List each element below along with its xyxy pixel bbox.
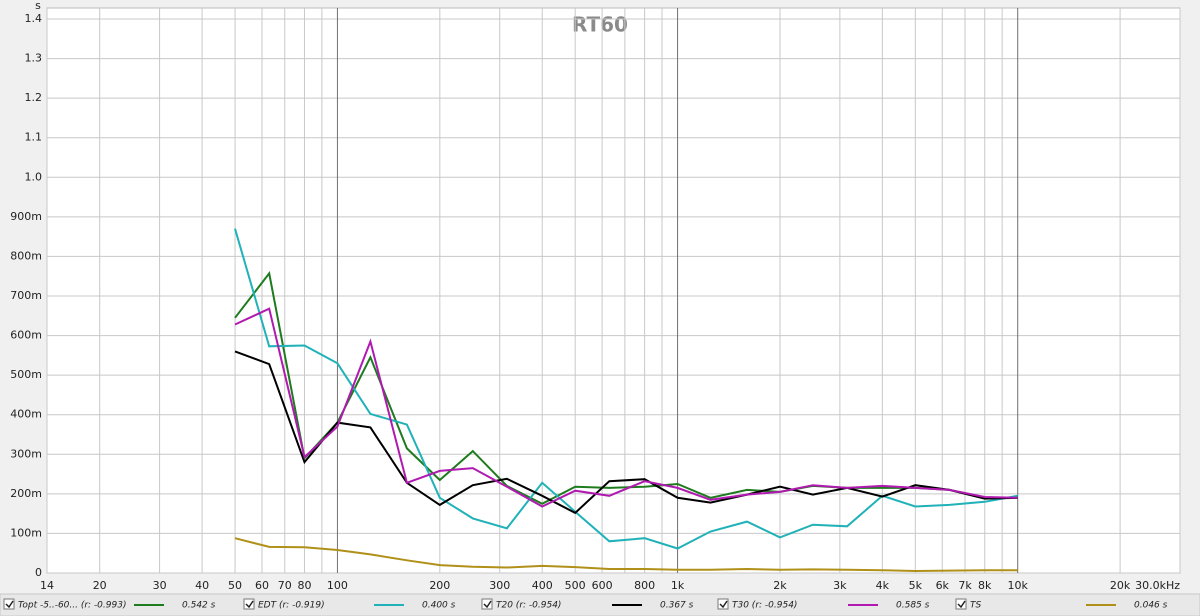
x-tick-label: 300 [489, 579, 510, 592]
x-tick-label: 500 [565, 579, 586, 592]
x-tick-label: 30.0kHz [1135, 579, 1180, 592]
legend-name: T20 (r: -0.954) [496, 601, 561, 611]
legend-name: Topt -5..-60... (r: -0.993) [18, 601, 126, 611]
x-tick-label: 4k [876, 579, 890, 592]
legend-value: 0.542 s [182, 601, 216, 611]
x-tick-label: 80 [297, 579, 311, 592]
y-tick-label: 300m [10, 447, 42, 460]
x-tick-label: 8k [978, 579, 992, 592]
y-tick-label: 700m [10, 289, 42, 302]
x-tick-label: 600 [592, 579, 613, 592]
legend-checkbox[interactable] [717, 598, 729, 610]
x-tick-label: 7k [958, 579, 972, 592]
y-tick-label: 1.4 [25, 12, 43, 25]
y-tick-label: 200m [10, 487, 42, 500]
legend-checkbox[interactable] [955, 598, 967, 610]
legend-check [245, 600, 254, 609]
grid [46, 8, 1181, 574]
legend-name: TS [970, 601, 981, 611]
x-tick-label: 60 [255, 579, 269, 592]
x-tick-label: 6k [936, 579, 950, 592]
legend-check [5, 600, 14, 609]
x-tick-label: 40 [195, 579, 209, 592]
x-tick-label: 14 [40, 579, 54, 592]
x-tick-label: 20k [1110, 579, 1131, 592]
legend-bar [0, 593, 1200, 616]
chart-title: RT60 [572, 13, 628, 37]
x-tick-label: 20 [93, 579, 107, 592]
x-tick-label: 3k [833, 579, 847, 592]
y-tick-label: 500m [10, 368, 42, 381]
legend-check [483, 600, 492, 609]
legend-check [719, 600, 728, 609]
x-tick-label: 200 [429, 579, 450, 592]
y-tick-label: 900m [10, 210, 42, 223]
y-tick-label: 800m [10, 249, 42, 262]
x-tick-label: 50 [228, 579, 242, 592]
x-tick-label: 5k [909, 579, 923, 592]
legend-checkbox[interactable] [481, 598, 493, 610]
legend-checkbox[interactable] [243, 598, 255, 610]
legend-name: EDT (r: -0.919) [258, 601, 325, 611]
y-tick-label: 1.1 [25, 131, 43, 144]
y-tick-label: 100m [10, 526, 42, 539]
x-tick-label: 100 [327, 579, 348, 592]
y-tick-label: 1.2 [25, 91, 43, 104]
legend-value: 0.585 s [896, 601, 930, 611]
legend-value: 0.400 s [422, 601, 456, 611]
y-tick-label: 1.0 [25, 170, 43, 183]
x-tick-label: 2k [773, 579, 787, 592]
series-line [234, 537, 1018, 573]
x-tick-label: 10k [1008, 579, 1029, 592]
x-tick-label: 800 [634, 579, 655, 592]
x-tick-label: 400 [532, 579, 553, 592]
y-axis-label: s [35, 0, 41, 12]
legend-check [957, 600, 966, 609]
series-line [234, 307, 1018, 508]
plot-area [46, 7, 1181, 574]
y-tick-label: 0 [35, 566, 42, 579]
y-tick-label: 1.3 [25, 52, 43, 65]
x-tick-label: 30 [153, 579, 167, 592]
legend-value: 0.367 s [660, 601, 694, 611]
y-tick-label: 400m [10, 408, 42, 421]
legend-name: T30 (r: -0.954) [732, 601, 797, 611]
legend-value: 0.046 s [1134, 601, 1168, 611]
legend-checkbox[interactable] [3, 598, 15, 610]
y-tick-label: 600m [10, 329, 42, 342]
x-tick-label: 1k [671, 579, 685, 592]
series-line [234, 228, 1018, 550]
series-line [234, 350, 1018, 515]
x-tick-label: 70 [278, 579, 292, 592]
series-line [234, 271, 1018, 505]
